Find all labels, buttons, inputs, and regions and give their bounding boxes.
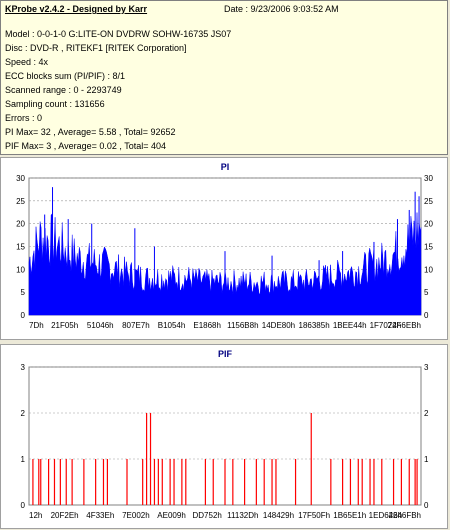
chart-title: PIF <box>218 349 233 359</box>
model-line: Model : 0-0-1-0 G:LITE-ON DVDRW SOHW-167… <box>5 29 232 39</box>
y-tick-label-left: 5 <box>21 288 26 297</box>
app-title: KProbe v2.4.2 - Designed by Karr <box>5 4 148 14</box>
x-tick-label: 4F33Eh <box>86 511 114 520</box>
pif-chart-panel: PIF 0 0 1 1 2 2 3 3 12h 20F2Eh 4F33Eh 7E002h AE009h DD… <box>0 344 448 529</box>
y-tick-label-right: 2 <box>424 409 429 418</box>
x-tick-label: DD752h <box>193 511 222 520</box>
y-tick-label-left: 15 <box>16 243 25 252</box>
disc-line: Disc : DVD-R , RITEKF1 [RITEK Corporatio… <box>5 43 187 53</box>
y-tick-label-left: 20 <box>16 220 25 229</box>
x-tick-label: E1868h <box>193 321 221 330</box>
sampling-line: Sampling count : 131656 <box>5 99 105 109</box>
y-tick-label-left: 2 <box>21 409 26 418</box>
x-tick-label: 2246FBh <box>389 511 421 520</box>
scan-date: Date : 9/23/2006 9:03:52 AM <box>224 4 339 14</box>
range-line: Scanned range : 0 - 2293749 <box>5 85 122 95</box>
y-tick-label-right: 0 <box>424 311 429 320</box>
x-tick-label: 7Dh <box>29 321 44 330</box>
y-tick-label-left: 30 <box>16 174 25 183</box>
x-tick-label: AE009h <box>157 511 185 520</box>
y-tick-label-right: 5 <box>424 288 429 297</box>
pi-summary-line: PI Max= 32 , Average= 5.58 , Total= 9265… <box>5 127 176 137</box>
x-tick-label: 11132Dh <box>227 511 258 520</box>
y-tick-label-left: 25 <box>16 197 25 206</box>
x-tick-label: 22F6EBh <box>388 321 421 330</box>
x-tick-label: 12h <box>29 511 42 520</box>
y-tick-label-right: 3 <box>424 363 429 372</box>
y-tick-label-right: 15 <box>424 243 433 252</box>
y-tick-label-right: 1 <box>424 455 429 464</box>
pif-chart: PIF 0 0 1 1 2 2 3 3 12h 20F2Eh 4F33Eh 7E002h AE009h DD… <box>21 349 429 520</box>
speed-line: Speed : 4x <box>5 57 49 67</box>
x-tick-label: 186385h <box>299 321 330 330</box>
ecc-line: ECC blocks sum (PI/PIF) : 8/1 <box>5 71 126 81</box>
x-tick-label: 7E002h <box>122 511 150 520</box>
errors-line: Errors : 0 <box>5 113 43 123</box>
x-tick-label: 51046h <box>87 321 114 330</box>
x-tick-label: 807E7h <box>122 321 150 330</box>
y-tick-label-right: 0 <box>424 501 429 510</box>
x-tick-label: 1B65E1h <box>333 511 366 520</box>
pi-chart: PI 0 0 5 5 10 10 15 15 20 20 25 25 30 30 7Dh 21F05h 51046… <box>16 162 433 330</box>
info-panel: KProbe v2.4.2 - Designed by Karr Date : … <box>0 0 448 155</box>
x-tick-label: 1BEE44h <box>333 321 367 330</box>
x-tick-label: 21F05h <box>51 321 78 330</box>
x-tick-label: 1ED646h <box>369 511 402 520</box>
x-tick-label: 20F2Eh <box>51 511 79 520</box>
x-tick-label: B1054h <box>158 321 186 330</box>
y-tick-label-right: 10 <box>424 265 433 274</box>
x-tick-label: 1F7074h <box>370 321 402 330</box>
y-tick-label-left: 3 <box>21 363 26 372</box>
pif-summary-line: PIF Max= 3 , Average= 0.02 , Total= 404 <box>5 141 167 151</box>
y-tick-label-left: 10 <box>16 265 25 274</box>
x-tick-label: 17F50Fh <box>298 511 330 520</box>
y-tick-label-left: 1 <box>21 455 26 464</box>
x-tick-label: 14DE80h <box>262 321 295 330</box>
chart-title: PI <box>221 162 230 172</box>
y-tick-label-left: 0 <box>21 501 26 510</box>
y-tick-label-right: 20 <box>424 220 433 229</box>
y-tick-label-left: 0 <box>21 311 26 320</box>
x-tick-label: 1156B8h <box>227 321 258 330</box>
x-tick-label: 148429h <box>263 511 294 520</box>
pi-chart-panel: PI 0 0 5 5 10 10 15 15 20 20 25 25 30 30 7Dh 21F05h 51046… <box>0 157 448 340</box>
y-tick-label-right: 30 <box>424 174 433 183</box>
y-tick-label-right: 25 <box>424 197 433 206</box>
